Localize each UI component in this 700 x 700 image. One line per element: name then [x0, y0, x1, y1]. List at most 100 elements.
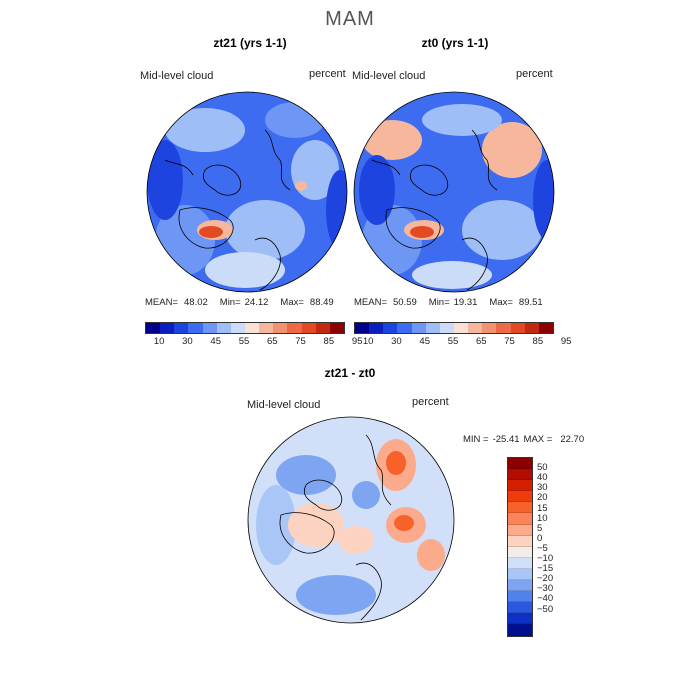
panel-1-title: zt21 (yrs 1-1)	[213, 36, 287, 50]
colorbar-swatch	[453, 323, 469, 333]
panel-1-stats: MEAN= 48.02 Min= 24.12 Max= 88.49	[145, 297, 334, 308]
panel-1-max: 88.49	[309, 297, 334, 308]
panel-1-max-label: Max=	[280, 297, 304, 308]
panel-2-mean: 50.59	[393, 297, 417, 308]
colorbar-swatch	[508, 458, 532, 470]
colorbar-swatch	[496, 323, 511, 333]
colorbar-tick-label: 30	[537, 482, 548, 494]
colorbar-tick-label: 95	[560, 336, 572, 347]
colorbar-tick-label: 10	[537, 512, 548, 524]
season-title: MAM	[325, 8, 375, 30]
panel-1-colorbar	[145, 322, 345, 334]
colorbar-tick-label: 10	[153, 336, 165, 347]
colorbar-swatch	[508, 480, 532, 492]
colorbar-tick-label: −50	[537, 603, 554, 615]
colorbar-swatch	[508, 546, 532, 558]
difference-polar-map	[247, 416, 455, 624]
colorbar-tick-label: 5	[537, 522, 543, 534]
colorbar-swatch	[508, 624, 532, 636]
panel-1-units: percent	[309, 68, 346, 80]
colorbar-swatch	[508, 568, 532, 581]
colorbar-tick-label: 10	[362, 336, 374, 347]
colorbar-swatch	[174, 323, 189, 333]
colorbar-swatch	[508, 580, 532, 592]
colorbar-swatch	[146, 323, 161, 333]
colorbar-swatch	[508, 602, 532, 614]
colorbar-swatch	[508, 613, 532, 625]
difference-units: percent	[412, 396, 449, 408]
colorbar-tick-label: 95	[351, 336, 363, 347]
difference-stats: MIN = -25.41 MAX = 22.70	[463, 434, 584, 445]
panel-2-min-label: Min=	[428, 297, 450, 308]
colorbar-tick-label: 85	[323, 336, 335, 347]
colorbar-swatch	[160, 323, 175, 333]
colorbar-tick-label: 65	[475, 336, 487, 347]
colorbar-tick-label: 40	[537, 472, 548, 484]
colorbar-swatch	[259, 323, 274, 333]
colorbar-tick-label: 65	[266, 336, 278, 347]
colorbar-tick-label: 30	[182, 336, 193, 347]
colorbar-tick-label: −15	[537, 563, 554, 575]
colorbar-swatch	[508, 469, 532, 481]
colorbar-swatch	[383, 323, 398, 333]
colorbar-tick-label: −10	[537, 553, 554, 564]
colorbar-tick-label: 75	[295, 336, 306, 347]
colorbar-tick-label: −20	[537, 573, 554, 585]
panel-2-units: percent	[516, 68, 553, 80]
colorbar-swatch	[188, 323, 203, 333]
colorbar-tick-label: 75	[504, 336, 515, 347]
colorbar-swatch	[411, 323, 426, 333]
colorbar-swatch	[508, 535, 532, 547]
colorbar-swatch	[538, 323, 553, 333]
colorbar-swatch	[216, 323, 231, 333]
colorbar-swatch	[439, 323, 454, 333]
colorbar-swatch	[524, 323, 539, 333]
colorbar-tick-label: 50	[537, 462, 548, 474]
colorbar-swatch	[508, 591, 532, 603]
panel-1-mean: 48.02	[184, 297, 208, 308]
colorbar-swatch	[301, 323, 316, 333]
colorbar-swatch	[202, 323, 217, 333]
panel-1-polar-map	[146, 91, 348, 293]
colorbar-swatch	[508, 491, 532, 503]
colorbar-swatch	[508, 557, 532, 569]
colorbar-tick-label: 55	[447, 336, 459, 347]
colorbar-tick-label: −40	[537, 593, 554, 605]
colorbar-tick-label: 20	[537, 492, 548, 504]
colorbar-swatch	[482, 323, 497, 333]
colorbar-swatch	[315, 323, 330, 333]
colorbar-swatch	[508, 502, 532, 514]
colorbar-tick-label: −5	[537, 542, 548, 554]
panel-1-variable: Mid-level cloud	[140, 70, 214, 82]
panel-2-min: 19.31	[453, 297, 478, 308]
difference-min: -25.41	[492, 434, 520, 445]
colorbar-swatch	[397, 323, 412, 333]
colorbar-tick-label: −30	[537, 583, 554, 595]
colorbar-swatch	[369, 323, 384, 333]
colorbar-swatch	[508, 513, 532, 525]
difference-max: 22.70	[560, 434, 585, 445]
colorbar-swatch	[273, 323, 288, 333]
panel-2-max: 89.51	[518, 297, 543, 308]
panel-2-colorbar	[354, 322, 554, 334]
difference-min-label: MIN =	[463, 434, 489, 445]
panel-1-mean-label: MEAN=	[145, 297, 178, 308]
colorbar-swatch	[230, 323, 245, 333]
panel-2-mean-label: MEAN=	[354, 297, 387, 308]
colorbar-tick-label: 45	[210, 336, 221, 347]
colorbar-swatch	[508, 524, 532, 536]
difference-max-label: MAX =	[523, 434, 553, 445]
panel-1-min: 24.12	[244, 297, 269, 308]
colorbar-tick-label: 55	[238, 336, 250, 347]
panel-2-polar-map	[353, 91, 555, 293]
colorbar-swatch	[355, 323, 370, 333]
colorbar-swatch	[244, 323, 260, 333]
colorbar-tick-label: 45	[419, 336, 430, 347]
colorbar-swatch	[287, 323, 302, 333]
panel-2-max-label: Max=	[489, 297, 513, 308]
panel-1-min-label: Min=	[219, 297, 241, 308]
difference-colorbar	[507, 457, 533, 637]
colorbar-swatch	[510, 323, 525, 333]
colorbar-tick-label: 0	[537, 532, 543, 544]
colorbar-swatch	[425, 323, 440, 333]
